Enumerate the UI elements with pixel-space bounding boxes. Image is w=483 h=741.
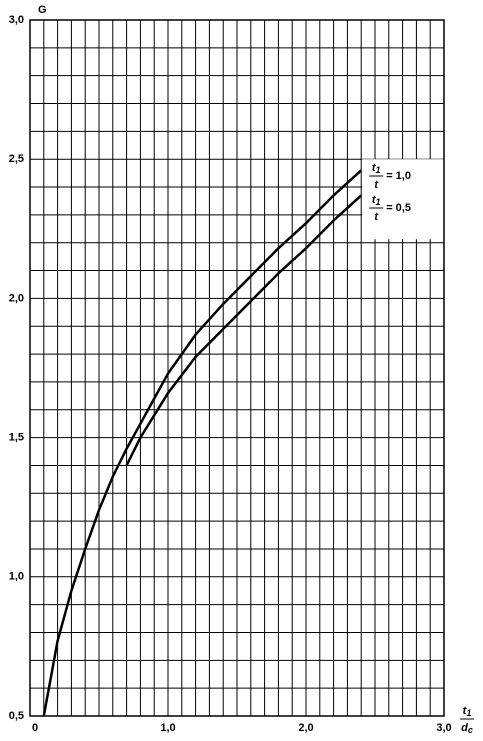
y-tick-label: 3,0 (9, 14, 24, 26)
y-tick-label: 1,5 (9, 432, 24, 444)
x-axis-label-numerator: t1 (463, 705, 472, 718)
legend-box (362, 159, 474, 240)
legend-label: = 0,5 (386, 202, 411, 214)
fraction-text: t (372, 194, 377, 206)
series-line (125, 194, 363, 466)
x-tick-label: 0 (32, 722, 38, 734)
x-tick-label: 1,0 (160, 722, 175, 734)
y-tick-label: 1,0 (9, 571, 24, 583)
fraction-text: t (372, 162, 377, 174)
x-tick-label: 3,0 (436, 722, 451, 734)
fraction-sub: 1 (376, 165, 381, 175)
legend-fraction-denominator: t (374, 211, 379, 223)
fraction-text: t (463, 705, 468, 717)
y-axis-label: G (38, 4, 47, 16)
legend-fraction-numerator: t1 (372, 162, 381, 175)
legend-label: = 1,0 (386, 170, 411, 182)
series-line (42, 169, 363, 717)
y-tick-label: 2,5 (9, 153, 24, 165)
fraction-sub: 1 (376, 197, 381, 207)
fraction-sub: c (468, 725, 473, 735)
fraction-sub: 1 (466, 708, 471, 718)
x-tick-label: 2,0 (298, 722, 313, 734)
fraction-text: t (374, 211, 379, 223)
y-tick-label: 2,0 (9, 292, 24, 304)
fraction-text: t (374, 179, 379, 191)
fraction-text: d (461, 722, 468, 734)
plot-frame (29, 19, 445, 717)
x-axis-label-denominator: dc (461, 722, 473, 735)
legend-fraction-denominator: t (374, 179, 379, 191)
legend-fraction-numerator: t1 (372, 194, 381, 207)
y-tick-label: 0,5 (9, 710, 24, 722)
